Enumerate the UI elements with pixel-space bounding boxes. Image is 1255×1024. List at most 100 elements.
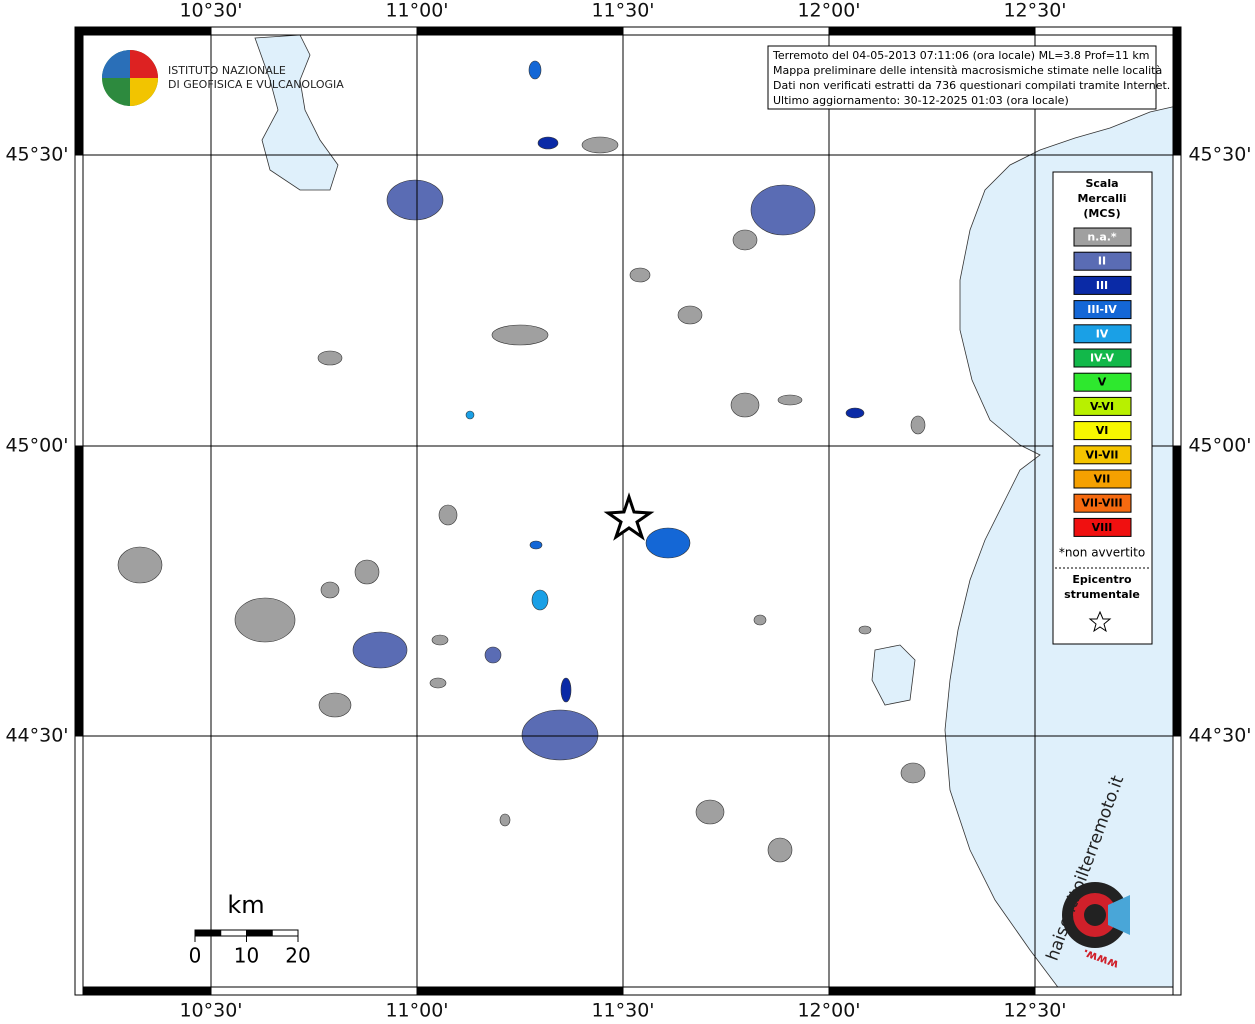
settlement [753, 614, 767, 626]
legend-label: VII-VIII [1081, 497, 1122, 510]
settlement [484, 646, 502, 664]
border-band [1034, 986, 1182, 996]
settlement [465, 410, 475, 420]
legend-swatch [1073, 469, 1132, 489]
settlement [317, 350, 343, 366]
site-logo-speaker [1108, 895, 1130, 935]
border-band [74, 26, 212, 36]
lat-label: 44°30' [5, 725, 68, 747]
legend-swatch [1073, 300, 1132, 320]
info-line: Terremoto del 04-05-2013 07:11:06 (ora l… [772, 49, 1150, 62]
lon-label: 11°00' [385, 1000, 448, 1022]
settlement [352, 631, 408, 669]
border-band [210, 986, 418, 996]
lon-label: 12°30' [1003, 0, 1066, 22]
settlement [581, 136, 619, 154]
settlement [521, 709, 599, 761]
settlement [695, 799, 725, 825]
settlement [560, 677, 572, 703]
lon-label: 12°30' [1003, 1000, 1066, 1022]
legend-epicenter: strumentale [1064, 588, 1140, 601]
border-band [74, 445, 84, 737]
lat-label: 45°00' [1188, 435, 1251, 457]
logo-text: ISTITUTO NAZIONALE [168, 64, 286, 77]
border-band [74, 986, 212, 996]
settlement [645, 527, 691, 559]
settlement [629, 267, 651, 283]
settlement [900, 762, 926, 784]
legend-star [1088, 610, 1112, 633]
border-band [74, 735, 84, 996]
lon-label: 12°00' [797, 0, 860, 22]
border-band [1172, 154, 1182, 447]
frame-ticks [74, 26, 1182, 996]
border-band [416, 26, 624, 36]
settlement [845, 407, 865, 419]
settlement [767, 837, 793, 863]
info-line: Ultimo aggiornamento: 30-12-2025 01:03 (… [773, 94, 1069, 107]
legend-label: II [1098, 255, 1106, 268]
lake [254, 34, 339, 191]
scale-segment [220, 929, 247, 937]
epicenter-star [603, 492, 655, 541]
border-band [74, 154, 84, 447]
settlement [491, 324, 549, 346]
settlements [117, 60, 926, 863]
legend-title: Mercalli [1077, 192, 1126, 205]
site-logo-ring [1084, 904, 1106, 926]
legend-label: VI [1096, 424, 1109, 437]
legend-swatch [1073, 396, 1132, 416]
settlement [730, 392, 760, 418]
settlement [320, 581, 340, 599]
legend-label: IV-V [1090, 352, 1115, 365]
border-band [622, 986, 830, 996]
lat-label: 44°30' [1188, 725, 1251, 747]
settlement [777, 394, 803, 406]
border-band [1034, 26, 1182, 36]
legend-label: VI-VII [1085, 448, 1118, 461]
lon-label: 11°00' [385, 0, 448, 22]
settlement [677, 305, 703, 325]
lon-label: 12°00' [797, 1000, 860, 1022]
legend-label: VII [1094, 473, 1111, 486]
border-band [622, 26, 830, 36]
lon-label: 11°30' [591, 0, 654, 22]
legend-label: V-VI [1090, 400, 1114, 413]
border-band [1172, 445, 1182, 737]
legend-swatch [1073, 421, 1132, 441]
legend-epicenter: Epicentro [1072, 573, 1132, 586]
info-text: Terremoto del 04-05-2013 07:11:06 (ora l… [772, 49, 1170, 107]
lat-label: 45°30' [1188, 144, 1251, 166]
settlement [386, 179, 444, 221]
border-band [416, 986, 624, 996]
border-band [1172, 26, 1182, 156]
settlement [234, 597, 296, 643]
info-line: Mappa preliminare delle intensità macros… [773, 64, 1162, 77]
settlement [750, 184, 816, 236]
border-band [210, 26, 418, 36]
legend-label: III [1096, 279, 1108, 292]
logo-segment [102, 50, 130, 78]
legend-title: (MCS) [1083, 207, 1120, 220]
settlement [117, 546, 163, 584]
logo-segment [130, 50, 158, 78]
lon-label: 10°30' [179, 0, 242, 22]
settlement [529, 540, 543, 550]
legend-label: III-IV [1087, 303, 1117, 316]
legend-swatch [1073, 445, 1132, 465]
lagoon [871, 644, 916, 706]
lat-label: 45°00' [5, 435, 68, 457]
legend-swatch [1073, 227, 1132, 247]
settlement [499, 813, 511, 827]
legend-label: n.a.* [1087, 231, 1117, 244]
border-band [1172, 735, 1182, 996]
settlement [732, 229, 758, 251]
scale-bar: km 0 10 20 [189, 891, 311, 968]
legend-swatch [1073, 517, 1132, 537]
scale-label: 10 [234, 944, 259, 968]
legend-swatch [1073, 324, 1132, 344]
scale-unit: km [227, 891, 264, 919]
legend-note: *non avvertito [1059, 546, 1145, 560]
settlement [528, 60, 542, 80]
